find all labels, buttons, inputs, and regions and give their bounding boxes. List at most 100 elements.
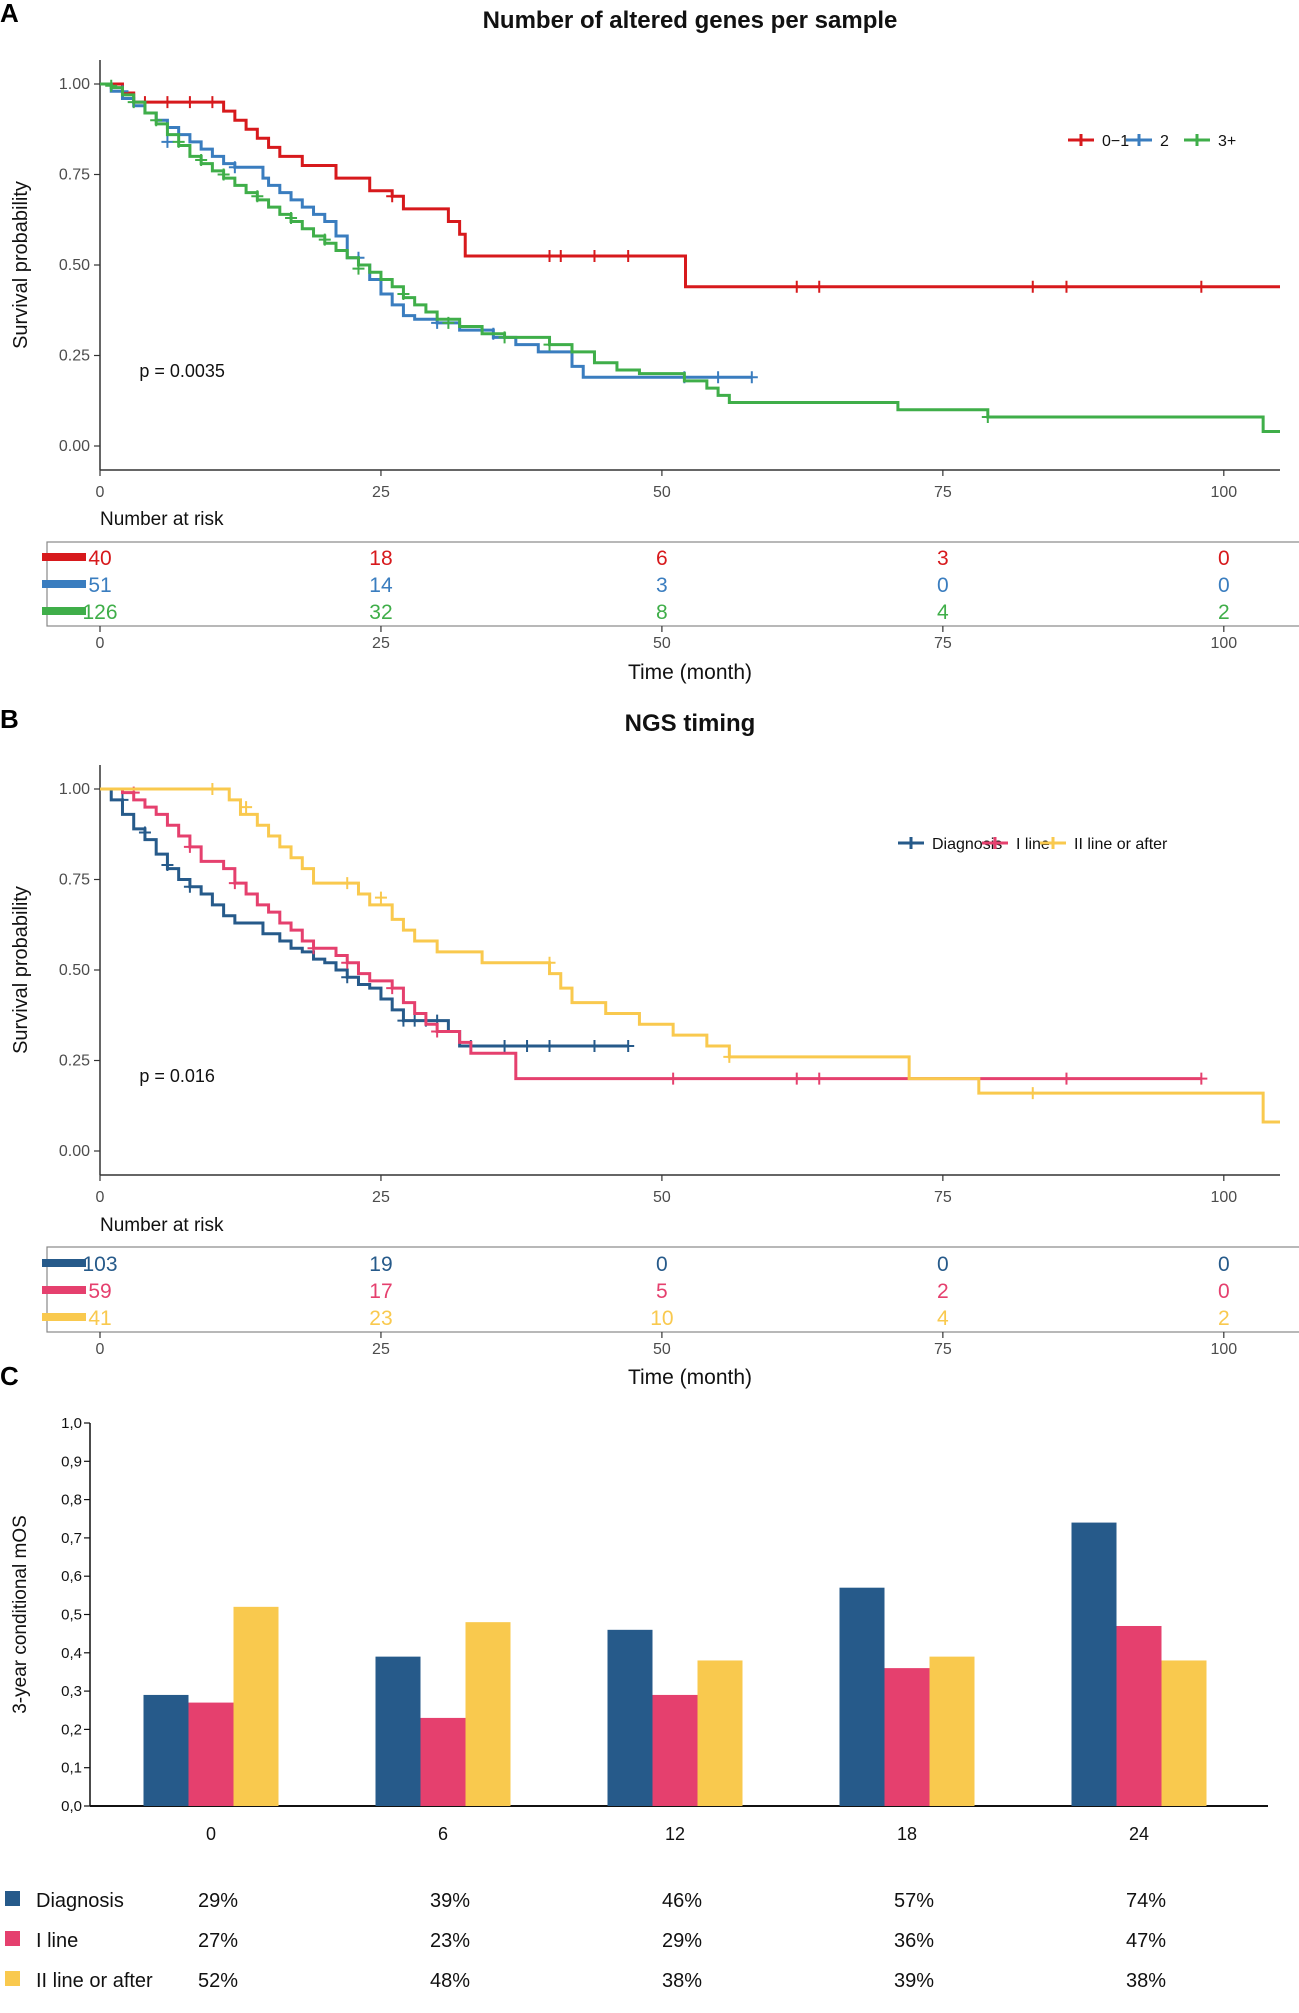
bar-ii-line-or-after-12: [697, 1660, 743, 1806]
censor-mark: [1060, 280, 1073, 293]
table-series-label: I line: [36, 1930, 78, 1952]
risk-x-tick-label: 0: [96, 1341, 105, 1358]
chart-title: Number of altered genes per sample: [483, 7, 898, 34]
y-tick-label: 1.00: [59, 76, 90, 93]
risk-count: 23: [369, 1307, 392, 1330]
risk-table-box: [46, 541, 1299, 627]
y-tick-label: 0,7: [61, 1530, 82, 1547]
censor-mark: [723, 1050, 736, 1063]
censor-mark: [251, 190, 264, 203]
censor-mark: [307, 942, 320, 955]
risk-count: 4: [937, 1307, 949, 1330]
censor-mark: [318, 233, 331, 246]
risk-x-tick-label: 25: [372, 1341, 390, 1358]
table-value: 48%: [430, 1970, 470, 1992]
bar-ii-line-or-after-18: [929, 1656, 975, 1806]
x-tick-label: 0: [96, 484, 105, 501]
censor-mark: [1195, 280, 1208, 293]
legend-label-2: I line: [1016, 836, 1050, 853]
censor-mark: [341, 877, 354, 890]
censor-mark: [352, 262, 365, 275]
censor-mark: [521, 1040, 534, 1053]
bar-diagnosis-0: [143, 1694, 189, 1806]
legend-key-3: [1040, 837, 1066, 849]
y-tick-label: 0,9: [61, 1453, 82, 1470]
p-value: p = 0.016: [139, 1066, 215, 1086]
risk-x-tick-label: 0: [96, 635, 105, 652]
censor-mark: [228, 877, 241, 890]
censor-mark: [341, 971, 354, 984]
x-tick-label: 25: [372, 484, 390, 501]
x-tick-label: 100: [1210, 484, 1237, 501]
censor-mark: [1195, 1072, 1208, 1085]
risk-count: 126: [82, 601, 117, 624]
risk-count: 8: [656, 601, 668, 624]
table-value: 38%: [1126, 1970, 1166, 1992]
censor-mark: [341, 956, 354, 969]
survival-curve-2: [100, 82, 752, 379]
risk-x-tick-label: 75: [934, 1341, 952, 1358]
table-value: 47%: [1126, 1930, 1166, 1952]
censor-mark: [116, 793, 129, 806]
y-tick-label: 0.00: [59, 438, 90, 455]
censor-mark: [127, 96, 140, 109]
survival-curve-1: [100, 787, 629, 1048]
risk-table-header: Number at risk: [100, 1215, 224, 1236]
censor-mark: [105, 79, 118, 92]
panel-a: A Number of altered genes per sample 0.00 0…: [0, 0, 1299, 684]
risk-count: 14: [369, 574, 393, 597]
risk-count: 19: [369, 1253, 392, 1276]
censor-mark: [183, 880, 196, 893]
bar-diagnosis-6: [375, 1656, 421, 1806]
panel-letter: C: [0, 1361, 19, 1391]
bar-i-line-12: [652, 1694, 698, 1806]
y-tick-label: 0.25: [59, 1053, 90, 1070]
censor-mark: [386, 982, 399, 995]
risk-row-swatch-1: [42, 553, 86, 561]
risk-count: 0: [1218, 574, 1230, 597]
censor-mark: [161, 859, 174, 872]
survival-curve-1: [100, 82, 1280, 289]
survival-curve-3: [100, 82, 1280, 434]
y-tick-label: 0.50: [59, 962, 90, 979]
table-value: 39%: [894, 1970, 934, 1992]
risk-x-tick-label: 100: [1210, 635, 1237, 652]
censor-mark: [745, 371, 758, 384]
x-tick-label: 24: [1129, 1824, 1149, 1844]
table-series-label: II line or after: [36, 1970, 153, 1992]
censor-mark: [543, 1040, 556, 1053]
censor-mark: [1060, 1072, 1073, 1085]
censor-mark: [195, 154, 208, 167]
censor-mark: [172, 135, 185, 148]
censor-mark: [498, 1040, 511, 1053]
table-value: 29%: [662, 1930, 702, 1952]
p-value: p = 0.0035: [139, 361, 225, 381]
censor-mark: [813, 1072, 826, 1085]
censor-mark: [543, 338, 556, 351]
y-tick-label: 1.00: [59, 781, 90, 798]
x-axis-label: Time (month): [628, 1366, 752, 1389]
y-tick-label: 0.75: [59, 872, 90, 889]
y-tick-label: 0.25: [59, 348, 90, 365]
legend-key-1: [898, 837, 924, 849]
x-tick-label: 75: [934, 1189, 952, 1206]
risk-count: 3: [656, 574, 668, 597]
y-tick-label: 0,8: [61, 1492, 82, 1509]
censor-mark: [240, 801, 253, 814]
censor-mark: [183, 840, 196, 853]
censor-mark: [161, 135, 174, 148]
censor-mark: [408, 1014, 421, 1027]
y-axis-label: Survival probability: [10, 181, 32, 349]
censor-mark: [712, 371, 725, 384]
legend-label-1: 0−1: [1102, 133, 1129, 150]
legend-key-2: [1126, 134, 1152, 146]
censor-mark: [161, 96, 174, 109]
risk-count: 40: [88, 547, 111, 570]
risk-count: 3: [937, 547, 949, 570]
y-tick-label: 0.75: [59, 167, 90, 184]
table-value: 39%: [430, 1890, 470, 1912]
risk-count: 18: [369, 547, 392, 570]
risk-count: 32: [369, 601, 392, 624]
legend-label-1: Diagnosis: [932, 836, 1002, 853]
x-tick-label: 100: [1210, 1189, 1237, 1206]
